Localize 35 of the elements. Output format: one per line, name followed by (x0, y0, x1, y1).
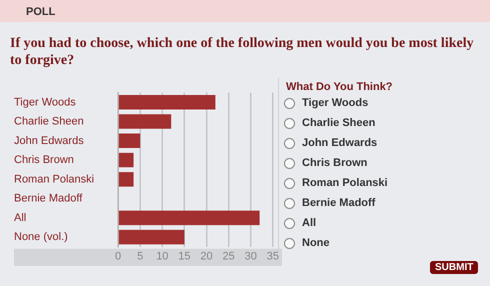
x-tick-label: 5 (137, 250, 144, 262)
bar (118, 134, 140, 148)
x-tick-label: 25 (222, 250, 235, 262)
x-tick-label: 20 (200, 250, 213, 262)
text: John Edwards (302, 137, 378, 149)
text: Roman Polanski (302, 177, 388, 189)
y-tick-label: Tiger Woods (14, 96, 76, 108)
bar (118, 152, 134, 168)
y-tick-label: All (14, 212, 26, 224)
text: Chris Brown (302, 157, 368, 169)
text: Tiger Woods (302, 97, 368, 109)
y-tick-label: Chris Brown (14, 154, 74, 166)
x-tick-label: 35 (266, 250, 280, 262)
chart-title: If you had to choose, which one of the following men would you be most likely to forgive? (10, 35, 475, 69)
x-tick-label: 10 (156, 250, 168, 262)
text: All (302, 217, 316, 229)
y-tick-label: Bernie Madoff (14, 192, 84, 205)
text: Charlie Sheen (302, 117, 376, 129)
y-tick-label: Roman Polanski (14, 173, 94, 186)
bar (118, 172, 134, 187)
bar (118, 230, 184, 244)
text: None (302, 237, 330, 249)
x-tick-label: 15 (178, 250, 191, 262)
text: Bernie Madoff (302, 197, 376, 209)
bar (118, 114, 172, 129)
y-tick-label: None (vol.) (14, 231, 68, 244)
submit-button: SUBMIT (430, 261, 478, 274)
text: POLL (26, 6, 56, 18)
bar (118, 95, 216, 110)
y-tick-label: Charlie Sheen (14, 116, 84, 128)
y-tick-label: John Edwards (14, 134, 84, 147)
bar (118, 210, 260, 226)
x-tick-label: 30 (244, 250, 257, 262)
text: What Do You Think? (286, 81, 393, 93)
x-tick-label: 0 (115, 250, 122, 262)
